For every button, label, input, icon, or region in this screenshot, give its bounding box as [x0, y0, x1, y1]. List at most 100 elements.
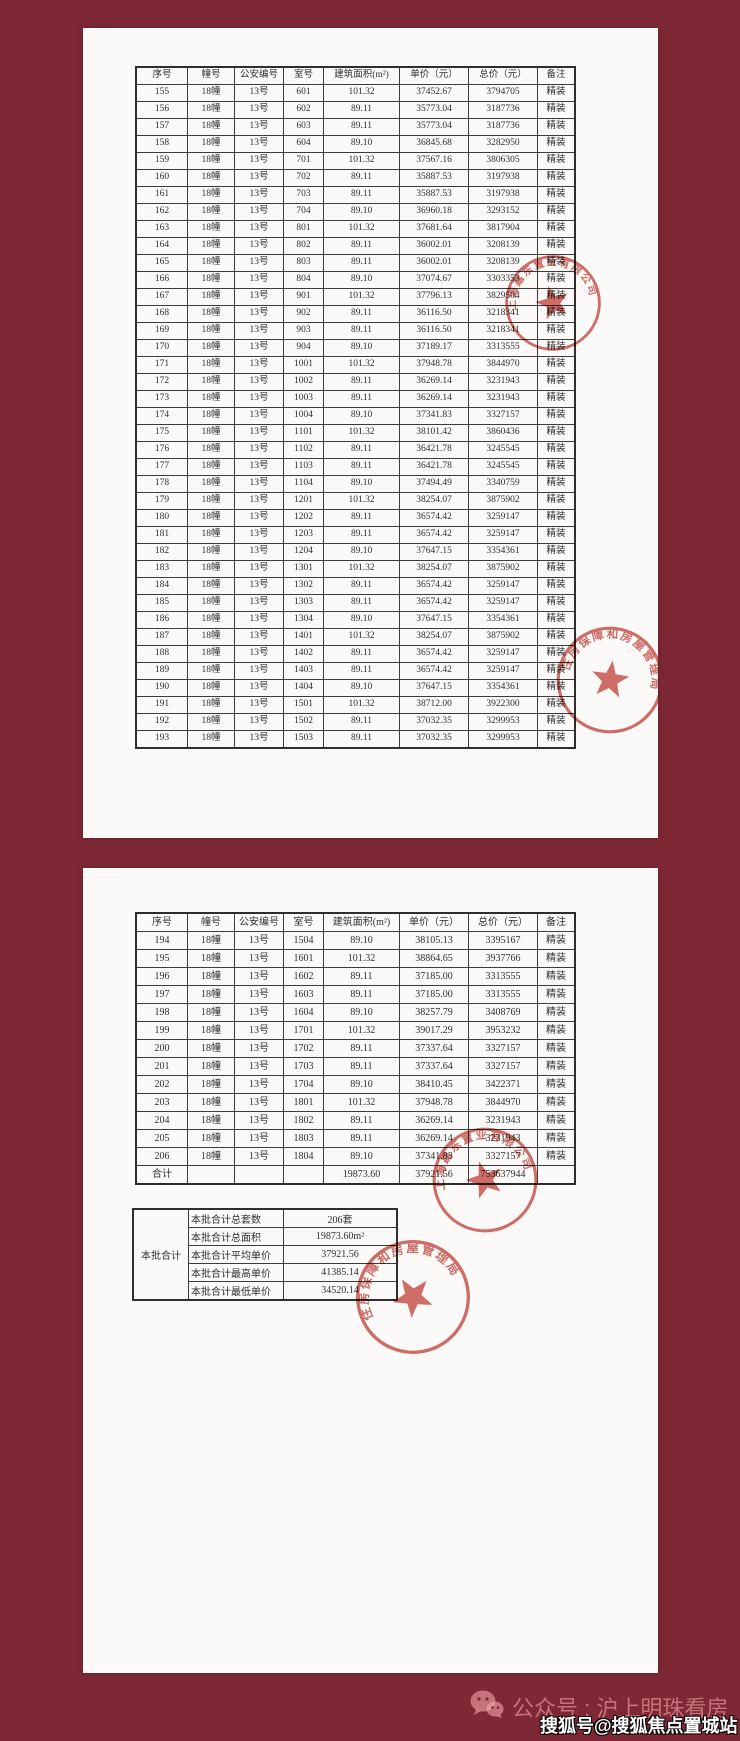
table-cell: 13号 [234, 1111, 284, 1130]
page-1: 序号 幢号 公安编号 室号 建筑面积(m²) 单价（元） 总价（元） 备注 15… [83, 28, 658, 838]
table-cell: 3303353 [468, 271, 538, 289]
table-cell: 169 [135, 322, 188, 340]
column-header: 序号 [135, 912, 188, 932]
table-cell: 精装 [537, 373, 576, 391]
table-cell: 37647.15 [399, 543, 469, 561]
table-cell: 803 [283, 254, 324, 272]
table-cell: 18幢 [187, 1039, 235, 1058]
table-cell: 13号 [234, 967, 284, 986]
table-cell: 13号 [234, 1075, 284, 1094]
table-row: 205 18幢 13号 1803 89.11 36269.14 3231943 精装 [135, 1129, 576, 1148]
table-cell: 602 [283, 101, 324, 119]
table-cell: 190 [135, 679, 188, 697]
table-cell: 1603 [283, 985, 324, 1004]
table-cell: 704 [283, 203, 324, 221]
table-row: 163 18幢 13号 801 101.32 37681.64 3817904 精装 [135, 220, 576, 238]
table-cell: 18幢 [187, 203, 235, 221]
table-cell: 205 [135, 1129, 188, 1148]
table-cell: 89.11 [323, 1111, 400, 1130]
table-cell: 1703 [283, 1057, 324, 1076]
table-cell: 1003 [283, 390, 324, 408]
table-cell: 171 [135, 356, 188, 374]
table-cell: 18幢 [187, 577, 235, 595]
table-cell: 1004 [283, 407, 324, 425]
table-cell: 18幢 [187, 611, 235, 629]
table-cell: 3354361 [468, 611, 538, 629]
table-row: 168 18幢 13号 902 89.11 36116.50 3218341 精装 [135, 305, 576, 323]
column-header: 公安编号 [234, 66, 284, 85]
table-cell: 1203 [283, 526, 324, 544]
table-cell: 18幢 [187, 475, 235, 493]
table-cell: 36574.42 [399, 594, 469, 612]
table-cell: 200 [135, 1039, 188, 1058]
table-cell: 18幢 [187, 237, 235, 255]
table-cell: 174 [135, 407, 188, 425]
table-cell: 38712.00 [399, 696, 469, 714]
table-cell: 18幢 [187, 931, 235, 950]
table-cell: 172 [135, 373, 188, 391]
table-cell: 101.32 [323, 696, 400, 714]
table-cell: 13号 [234, 237, 284, 255]
table-cell: 37681.64 [399, 220, 469, 238]
summary-value: 34520.14 [283, 1281, 398, 1301]
table-cell: 精装 [537, 577, 576, 595]
table-cell: 精装 [537, 1147, 576, 1166]
table-cell: 13号 [234, 271, 284, 289]
table-row: 180 18幢 13号 1202 89.11 36574.42 3259147 精装 [135, 509, 576, 527]
table-cell: 3313555 [468, 339, 538, 357]
table-cell: 89.11 [323, 322, 400, 340]
table-cell: 1303 [283, 594, 324, 612]
column-header: 总价（元） [468, 66, 538, 85]
table-cell: 36116.50 [399, 305, 469, 323]
table-cell: 13号 [234, 662, 284, 680]
table-cell: 精装 [537, 475, 576, 493]
table-cell: 1604 [283, 1003, 324, 1022]
table-cell: 精装 [537, 967, 576, 986]
table-cell: 1503 [283, 730, 324, 749]
table-cell: 39017.29 [399, 1021, 469, 1040]
summary-row: 本批合计 本批合计总套数 206套 [132, 1208, 398, 1301]
wechat-account-row: 公众号 : 沪上明珠看房 [470, 1690, 728, 1723]
table-cell: 37189.17 [399, 339, 469, 357]
table-cell: 101.32 [323, 1021, 400, 1040]
table-cell: 89.10 [323, 407, 400, 425]
table-cell: 89.11 [323, 1129, 400, 1148]
table-cell: 精装 [537, 526, 576, 544]
table-cell: 18幢 [187, 1057, 235, 1076]
table-row: 190 18幢 13号 1404 89.10 37647.15 3354361 精装 [135, 679, 576, 697]
table-cell: 精装 [537, 931, 576, 950]
table-cell: 89.10 [323, 931, 400, 950]
table-cell: 802 [283, 237, 324, 255]
table-cell: 1001 [283, 356, 324, 374]
table-cell: 18幢 [187, 696, 235, 714]
table-cell: 1704 [283, 1075, 324, 1094]
table-row: 200 18幢 13号 1702 89.11 37337.64 3327157 精装 [135, 1039, 576, 1058]
table-cell: 1401 [283, 628, 324, 646]
table-cell: 178 [135, 475, 188, 493]
table-cell [234, 1165, 284, 1185]
table-row: 165 18幢 13号 803 89.11 36002.01 3208139 精装 [135, 254, 576, 272]
table-cell: 182 [135, 543, 188, 561]
table-cell: 精装 [537, 135, 576, 153]
table-cell: 13号 [234, 1039, 284, 1058]
table-cell: 精装 [537, 441, 576, 459]
table-cell: 903 [283, 322, 324, 340]
table-cell: 36421.78 [399, 441, 469, 459]
table-cell: 13号 [234, 985, 284, 1004]
table-cell: 13号 [234, 220, 284, 238]
table-cell: 3259147 [468, 577, 538, 595]
table-cell: 精装 [537, 322, 576, 340]
table-cell: 18幢 [187, 560, 235, 578]
table-cell: 18幢 [187, 135, 235, 153]
table-cell: 165 [135, 254, 188, 272]
table-cell: 36269.14 [399, 390, 469, 408]
table-cell: 13号 [234, 424, 284, 442]
table-cell: 精装 [537, 949, 576, 968]
table-cell: 159 [135, 152, 188, 170]
table-cell: 198 [135, 1003, 188, 1022]
table-row: 197 18幢 13号 1603 89.11 37185.00 3313555 精装 [135, 985, 576, 1004]
table-cell: 13号 [234, 611, 284, 629]
table-cell: 3408769 [468, 1003, 538, 1022]
table-cell: 89.10 [323, 611, 400, 629]
table-cell: 1801 [283, 1093, 324, 1112]
